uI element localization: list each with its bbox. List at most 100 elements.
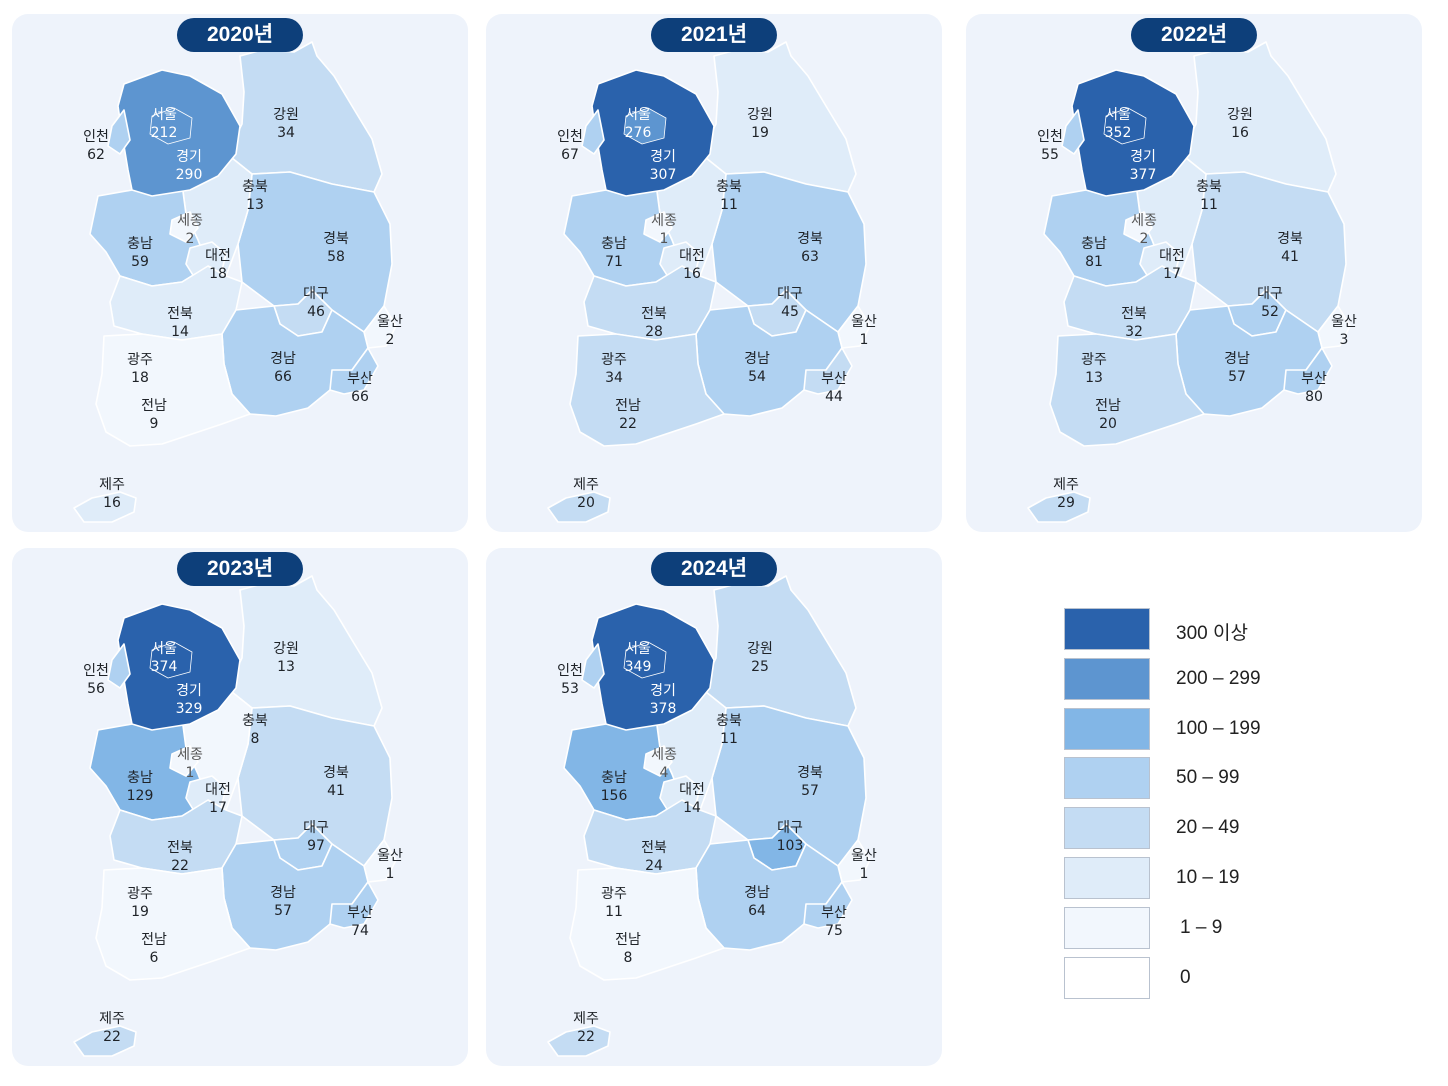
region-label-부산: 부산 66 xyxy=(347,370,373,406)
region-label-제주: 제주 20 xyxy=(573,476,599,512)
region-label-강원: 강원 13 xyxy=(273,640,299,676)
region-강원 xyxy=(700,575,857,727)
region-value: 62 xyxy=(87,147,105,163)
region-name: 대구 xyxy=(777,820,803,836)
region-name: 광주 xyxy=(601,352,627,368)
region-label-경북: 경북 57 xyxy=(797,764,823,800)
region-강원 xyxy=(226,575,383,727)
region-value: 57 xyxy=(801,783,819,799)
region-name: 인천 xyxy=(83,129,109,145)
region-label-경기: 경기 307 xyxy=(650,148,677,184)
region-label-충남: 충남 81 xyxy=(1081,235,1107,271)
region-name: 전북 xyxy=(641,840,667,856)
region-label-세종: 세종 4 xyxy=(651,746,677,782)
region-label-충북: 충북 8 xyxy=(242,712,268,748)
region-name: 광주 xyxy=(601,886,627,902)
region-인천 xyxy=(107,643,131,689)
region-value: 1 xyxy=(659,231,669,247)
region-label-경북: 경북 41 xyxy=(1277,230,1303,266)
region-name: 인천 xyxy=(1037,129,1063,145)
legend-item: 300 이상 xyxy=(1064,608,1304,652)
legend-swatch xyxy=(1064,757,1150,800)
year-badge: 2020년 xyxy=(176,18,304,52)
region-label-경남: 경남 66 xyxy=(270,350,296,386)
region-name: 부산 xyxy=(347,905,373,921)
region-label-대전: 대전 18 xyxy=(205,247,231,283)
region-name: 충남 xyxy=(127,770,153,786)
legend-label: 1 – 9 xyxy=(1180,916,1223,938)
region-value: 64 xyxy=(748,903,766,919)
region-label-충북: 충북 11 xyxy=(716,712,742,748)
region-value: 24 xyxy=(645,858,663,874)
region-name: 충북 xyxy=(716,179,742,195)
region-name: 부산 xyxy=(821,371,847,387)
region-label-광주: 광주 34 xyxy=(601,351,627,387)
legend-item: 100 – 199 xyxy=(1064,707,1304,752)
region-name: 충북 xyxy=(242,713,268,729)
region-value: 9 xyxy=(149,416,159,432)
region-name: 제주 xyxy=(573,477,599,493)
region-name: 대전 xyxy=(1159,248,1185,264)
region-name: 광주 xyxy=(1081,352,1107,368)
region-name: 전북 xyxy=(1121,306,1147,322)
region-value: 14 xyxy=(171,324,189,340)
region-value: 34 xyxy=(277,125,295,141)
region-label-대전: 대전 17 xyxy=(205,781,231,817)
region-value: 374 xyxy=(150,659,178,675)
region-name: 전남 xyxy=(141,398,167,414)
legend-label: 20 – 49 xyxy=(1176,817,1240,839)
region-서울 xyxy=(1103,107,1147,145)
legend-item: 0 xyxy=(1064,956,1304,1001)
region-label-서울: 서울 349 xyxy=(625,640,652,676)
legend-label: 100 – 199 xyxy=(1176,717,1261,739)
legend-label: 50 – 99 xyxy=(1176,767,1240,789)
legend-swatch xyxy=(1064,807,1150,850)
region-label-경남: 경남 54 xyxy=(744,350,770,386)
region-value: 63 xyxy=(801,249,819,265)
year-badge: 2023년 xyxy=(176,552,304,586)
region-name: 전북 xyxy=(641,306,667,322)
region-제주 xyxy=(73,491,137,523)
region-label-광주: 광주 11 xyxy=(601,885,627,921)
map-panel: 2022년 서울 352 경기 377 인천 55 강원 16 충북 11 세종 2 충남 81 대전 17 경북… xyxy=(966,14,1422,532)
region-name: 울산 xyxy=(377,848,403,864)
region-label-부산: 부산 74 xyxy=(347,904,373,940)
legend-swatch xyxy=(1064,707,1150,750)
region-label-대전: 대전 17 xyxy=(1159,247,1185,283)
region-label-울산: 울산 1 xyxy=(851,313,877,349)
region-name: 대구 xyxy=(303,820,329,836)
region-value: 57 xyxy=(274,903,292,919)
region-label-전북: 전북 22 xyxy=(167,839,193,875)
region-제주 xyxy=(73,1025,137,1057)
korea-map xyxy=(73,41,397,523)
region-label-대구: 대구 97 xyxy=(303,819,329,855)
region-name: 대전 xyxy=(205,248,231,264)
region-name: 충남 xyxy=(127,236,153,252)
region-강원 xyxy=(700,41,857,193)
region-전남 xyxy=(95,867,251,981)
region-서울 xyxy=(149,641,193,679)
region-부산 xyxy=(803,881,853,929)
region-인천 xyxy=(1061,109,1085,155)
region-value: 45 xyxy=(781,304,799,320)
region-label-인천: 인천 62 xyxy=(83,128,109,164)
legend-label: 0 xyxy=(1180,966,1191,988)
region-전남 xyxy=(569,333,725,447)
region-제주 xyxy=(1027,491,1091,523)
region-name: 세종 xyxy=(651,747,677,763)
region-value: 377 xyxy=(1129,167,1157,183)
region-value: 8 xyxy=(623,950,633,966)
region-value: 378 xyxy=(649,701,677,717)
region-value: 13 xyxy=(246,197,264,213)
region-value: 32 xyxy=(1125,324,1143,340)
region-value: 4 xyxy=(659,765,669,781)
region-value: 44 xyxy=(825,389,843,405)
region-name: 울산 xyxy=(851,314,877,330)
region-name: 강원 xyxy=(747,641,773,657)
region-name: 울산 xyxy=(851,848,877,864)
region-label-서울: 서울 212 xyxy=(151,106,178,142)
legend-item: 20 – 49 xyxy=(1064,807,1304,851)
region-value: 22 xyxy=(619,416,637,432)
region-value: 1 xyxy=(859,866,869,882)
region-value: 66 xyxy=(274,369,292,385)
